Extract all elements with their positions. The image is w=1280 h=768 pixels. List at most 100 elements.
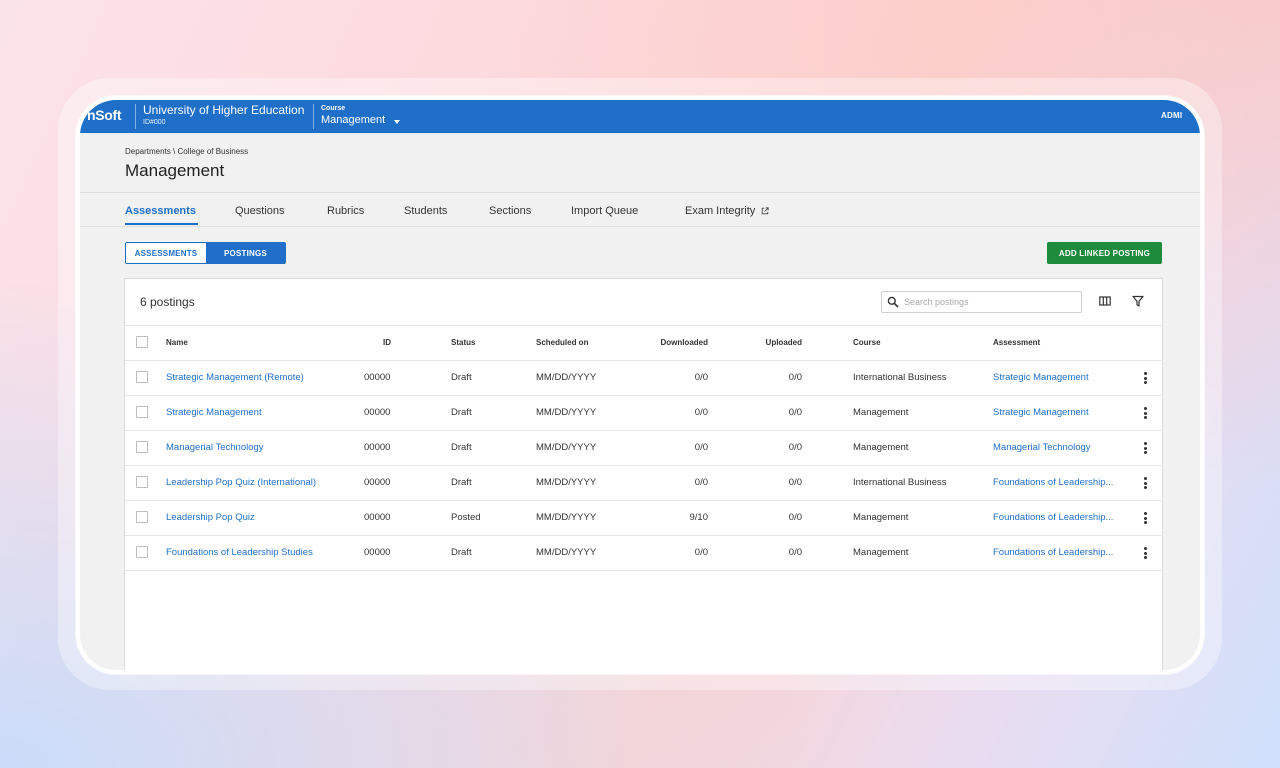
tab-rubrics[interactable]: Rubrics <box>327 205 365 217</box>
posting-name-link[interactable]: Leadership Pop Quiz <box>166 512 255 523</box>
course-label: Course <box>321 105 346 112</box>
top-bar: nSoft University of Higher Education ID#… <box>80 100 1200 133</box>
posting-name-link[interactable]: Strategic Management <box>166 407 262 418</box>
posting-id: 00000 <box>364 477 391 488</box>
tab-students[interactable]: Students <box>404 205 448 217</box>
posting-course: Management <box>853 407 909 418</box>
institution-name[interactable]: University of Higher Education <box>143 103 305 117</box>
postings-count: 6 postings <box>140 295 195 309</box>
topbar-divider <box>135 104 136 129</box>
divider <box>125 395 1162 396</box>
divider <box>125 500 1162 501</box>
brand-logo[interactable]: nSoft <box>87 107 122 123</box>
tab-questions[interactable]: Questions <box>235 205 285 217</box>
more-options-icon[interactable] <box>1143 372 1147 384</box>
posting-downloaded: 0/0 <box>694 477 708 488</box>
posting-scheduled: MM/DD/YYYY <box>536 372 597 383</box>
more-options-icon[interactable] <box>1143 547 1147 559</box>
posting-uploaded: 0/0 <box>788 547 802 558</box>
divider <box>125 535 1162 536</box>
posting-name-link[interactable]: Foundations of Leadership Studies <box>166 547 313 558</box>
posting-downloaded: 0/0 <box>694 547 708 558</box>
assessment-link[interactable]: Foundations of Leadership... <box>993 512 1114 523</box>
more-options-icon[interactable] <box>1143 407 1147 419</box>
filter-icon[interactable] <box>1132 295 1144 307</box>
column-header-status[interactable]: Status <box>451 338 476 347</box>
column-header-scheduled[interactable]: Scheduled on <box>536 338 589 347</box>
tab-assessments[interactable]: Assessments <box>125 205 196 217</box>
row-checkbox[interactable] <box>136 441 148 453</box>
column-header-downloaded[interactable]: Downloaded <box>660 338 708 347</box>
assessment-link[interactable]: Foundations of Leadership... <box>993 477 1114 488</box>
view-toggle: ASSESSMENTS POSTINGS <box>125 242 286 264</box>
institution-id: ID#000 <box>143 119 166 126</box>
assessment-link[interactable]: Managerial Technology <box>993 442 1091 453</box>
tab-exam-integrity[interactable]: Exam Integrity <box>685 205 769 217</box>
posting-course: Management <box>853 512 909 523</box>
chevron-down-icon[interactable] <box>394 120 400 124</box>
course-selector[interactable]: Management <box>321 114 386 126</box>
row-checkbox[interactable] <box>136 406 148 418</box>
app-screen: nSoft University of Higher Education ID#… <box>80 100 1200 670</box>
posting-course: International Business <box>853 372 947 383</box>
row-checkbox[interactable] <box>136 371 148 383</box>
device-frame: nSoft University of Higher Education ID#… <box>76 96 1204 674</box>
divider <box>125 360 1162 361</box>
select-all-checkbox[interactable] <box>136 336 148 348</box>
column-header-course[interactable]: Course <box>853 338 881 347</box>
row-checkbox[interactable] <box>136 476 148 488</box>
columns-icon[interactable] <box>1099 295 1111 307</box>
search-placeholder: Search postings <box>904 297 969 307</box>
posting-id: 00000 <box>364 372 391 383</box>
assessment-link[interactable]: Strategic Management <box>993 407 1089 418</box>
assessments-toggle-button[interactable]: ASSESSMENTS <box>126 243 206 263</box>
posting-downloaded: 0/0 <box>694 407 708 418</box>
column-header-name[interactable]: Name <box>166 338 188 347</box>
posting-status: Draft <box>451 477 472 488</box>
posting-id: 00000 <box>364 407 391 418</box>
posting-course: Management <box>853 442 909 453</box>
tab-sections[interactable]: Sections <box>489 205 532 217</box>
row-checkbox[interactable] <box>136 511 148 523</box>
assessment-link[interactable]: Strategic Management <box>993 372 1089 383</box>
posting-scheduled: MM/DD/YYYY <box>536 512 597 523</box>
posting-uploaded: 0/0 <box>788 407 802 418</box>
posting-status: Draft <box>451 442 472 453</box>
divider <box>125 465 1162 466</box>
divider <box>125 325 1162 326</box>
active-tab-indicator <box>125 223 198 225</box>
column-header-assessment[interactable]: Assessment <box>993 338 1041 347</box>
divider <box>80 226 1200 227</box>
posting-scheduled: MM/DD/YYYY <box>536 547 597 558</box>
more-options-icon[interactable] <box>1143 512 1147 524</box>
posting-scheduled: MM/DD/YYYY <box>536 407 597 418</box>
add-linked-posting-button[interactable]: ADD LINKED POSTING <box>1047 242 1162 264</box>
search-icon <box>887 296 899 308</box>
posting-downloaded: 9/10 <box>689 512 709 523</box>
posting-downloaded: 0/0 <box>694 372 708 383</box>
posting-status: Draft <box>451 372 472 383</box>
posting-name-link[interactable]: Managerial Technology <box>166 442 264 453</box>
posting-uploaded: 0/0 <box>788 477 802 488</box>
column-header-id[interactable]: ID <box>383 338 391 347</box>
breadcrumb[interactable]: Departments \ College of Business <box>125 147 249 156</box>
posting-scheduled: MM/DD/YYYY <box>536 442 597 453</box>
posting-id: 00000 <box>364 547 391 558</box>
more-options-icon[interactable] <box>1143 477 1147 489</box>
search-input[interactable]: Search postings <box>881 291 1082 313</box>
posting-id: 00000 <box>364 442 391 453</box>
posting-status: Posted <box>451 512 481 523</box>
posting-uploaded: 0/0 <box>788 372 802 383</box>
posting-name-link[interactable]: Strategic Management (Remote) <box>166 372 304 383</box>
postings-toggle-button[interactable]: POSTINGS <box>206 243 285 263</box>
tab-import-queue[interactable]: Import Queue <box>571 205 639 217</box>
posting-id: 00000 <box>364 512 391 523</box>
user-menu[interactable]: ADMI <box>1161 111 1183 120</box>
posting-uploaded: 0/0 <box>788 512 802 523</box>
assessment-link[interactable]: Foundations of Leadership... <box>993 547 1114 558</box>
more-options-icon[interactable] <box>1143 442 1147 454</box>
posting-scheduled: MM/DD/YYYY <box>536 477 597 488</box>
posting-name-link[interactable]: Leadership Pop Quiz (International) <box>166 477 316 488</box>
column-header-uploaded[interactable]: Uploaded <box>765 338 802 347</box>
row-checkbox[interactable] <box>136 546 148 558</box>
